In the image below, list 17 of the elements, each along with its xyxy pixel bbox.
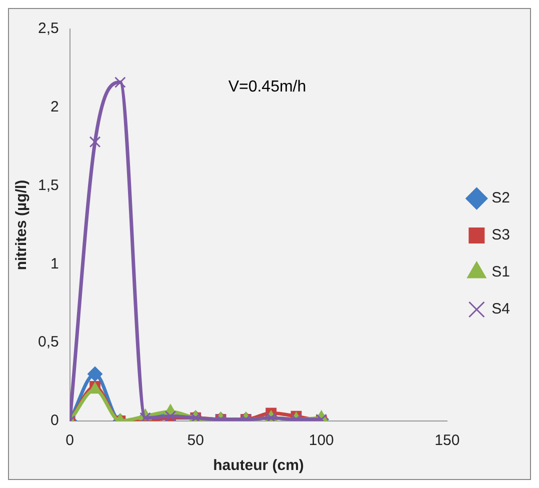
x-tick-label: 50 bbox=[187, 432, 204, 450]
y-tick-label: 2 bbox=[50, 98, 59, 116]
x-tick-label: 150 bbox=[434, 432, 460, 450]
y-tick-label: 0 bbox=[50, 412, 59, 430]
y-tick-label: 1 bbox=[50, 255, 59, 272]
legend-label: S2 bbox=[492, 190, 510, 207]
x-tick-label: 100 bbox=[308, 432, 334, 450]
y-tick-label: 0,5 bbox=[38, 334, 59, 351]
y-tick-label: 1,5 bbox=[38, 176, 59, 194]
y-tick-label: 2,5 bbox=[38, 20, 59, 38]
y-axis-title: nitrites (µg/l) bbox=[13, 180, 30, 270]
legend-label: S4 bbox=[492, 300, 510, 318]
x-tick-label: 0 bbox=[66, 432, 74, 450]
annotation: V=0.45m/h bbox=[228, 78, 306, 96]
legend-label: S3 bbox=[492, 226, 510, 244]
legend-label: S1 bbox=[492, 264, 510, 281]
x-axis-title: hauteur (cm) bbox=[213, 457, 304, 474]
